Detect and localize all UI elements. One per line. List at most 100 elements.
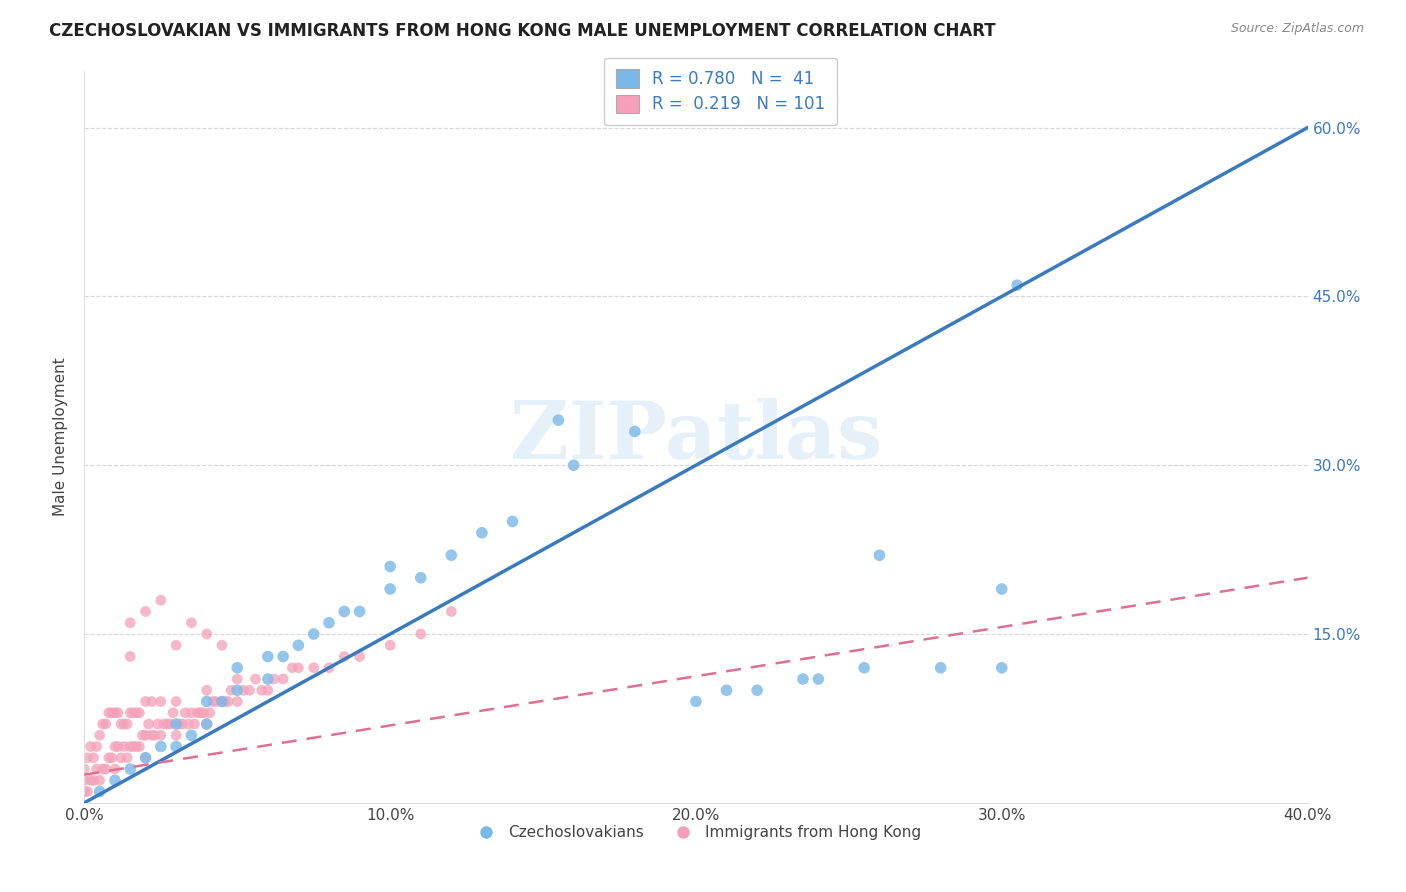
Point xyxy=(869,548,891,562)
Point xyxy=(318,661,340,675)
Point xyxy=(115,717,138,731)
Text: CZECHOSLOVAKIAN VS IMMIGRANTS FROM HONG KONG MALE UNEMPLOYMENT CORRELATION CHART: CZECHOSLOVAKIAN VS IMMIGRANTS FROM HONG … xyxy=(49,22,995,40)
Point xyxy=(97,751,120,765)
Point xyxy=(89,773,111,788)
Point xyxy=(135,751,157,765)
Point xyxy=(440,605,463,619)
Point xyxy=(135,728,157,742)
Point xyxy=(186,706,208,720)
Point xyxy=(257,683,280,698)
Point xyxy=(165,728,187,742)
Point xyxy=(195,717,218,731)
Point xyxy=(94,762,117,776)
Point xyxy=(183,717,205,731)
Point xyxy=(83,773,105,788)
Point xyxy=(226,694,249,708)
Point xyxy=(141,728,163,742)
Point xyxy=(73,773,96,788)
Point xyxy=(153,717,176,731)
Point xyxy=(91,762,114,776)
Point xyxy=(792,672,814,686)
Point xyxy=(349,605,371,619)
Point xyxy=(287,638,309,652)
Point xyxy=(333,605,356,619)
Point xyxy=(135,751,157,765)
Point xyxy=(333,649,356,664)
Point xyxy=(271,672,294,686)
Point xyxy=(86,762,108,776)
Point xyxy=(83,751,105,765)
Point xyxy=(91,717,114,731)
Point xyxy=(211,638,233,652)
Point xyxy=(159,717,181,731)
Point xyxy=(226,661,249,675)
Point xyxy=(131,728,153,742)
Point xyxy=(747,683,769,698)
Point xyxy=(929,661,952,675)
Point xyxy=(471,525,494,540)
Point xyxy=(112,739,135,754)
Point xyxy=(149,694,172,708)
Point xyxy=(219,683,242,698)
Point xyxy=(177,717,200,731)
Point xyxy=(211,694,233,708)
Point xyxy=(180,706,202,720)
Point xyxy=(281,661,304,675)
Point xyxy=(94,717,117,731)
Point xyxy=(112,717,135,731)
Point xyxy=(201,694,224,708)
Point xyxy=(547,413,569,427)
Point xyxy=(122,706,145,720)
Point xyxy=(205,694,228,708)
Point xyxy=(380,559,402,574)
Point xyxy=(125,706,148,720)
Point xyxy=(624,425,647,439)
Point xyxy=(101,706,124,720)
Point xyxy=(110,751,132,765)
Point xyxy=(238,683,260,698)
Point xyxy=(97,706,120,720)
Point xyxy=(217,694,239,708)
Point xyxy=(172,717,194,731)
Text: ZIPatlas: ZIPatlas xyxy=(510,398,882,476)
Legend: Czechoslovakians, Immigrants from Hong Kong: Czechoslovakians, Immigrants from Hong K… xyxy=(464,819,928,847)
Point xyxy=(195,694,218,708)
Point xyxy=(211,694,233,708)
Point xyxy=(125,739,148,754)
Point xyxy=(226,672,249,686)
Point xyxy=(128,706,150,720)
Point xyxy=(853,661,876,675)
Point xyxy=(232,683,254,698)
Point xyxy=(165,638,187,652)
Point xyxy=(716,683,738,698)
Point xyxy=(149,593,172,607)
Point xyxy=(195,683,218,698)
Point xyxy=(76,784,98,798)
Point xyxy=(86,739,108,754)
Point xyxy=(991,661,1014,675)
Point xyxy=(214,694,236,708)
Point xyxy=(190,706,212,720)
Point xyxy=(991,582,1014,596)
Point xyxy=(120,649,142,664)
Point xyxy=(115,751,138,765)
Point xyxy=(120,615,142,630)
Point xyxy=(104,762,127,776)
Y-axis label: Male Unemployment: Male Unemployment xyxy=(53,358,69,516)
Point xyxy=(380,638,402,652)
Point xyxy=(104,739,127,754)
Point xyxy=(198,706,221,720)
Point xyxy=(174,706,197,720)
Point xyxy=(180,615,202,630)
Point xyxy=(104,773,127,788)
Point xyxy=(138,717,160,731)
Point xyxy=(349,649,371,664)
Point xyxy=(302,661,325,675)
Point xyxy=(1005,278,1028,293)
Point xyxy=(76,751,98,765)
Point xyxy=(193,706,215,720)
Point xyxy=(195,627,218,641)
Point xyxy=(562,458,585,473)
Point xyxy=(167,717,190,731)
Point xyxy=(73,762,96,776)
